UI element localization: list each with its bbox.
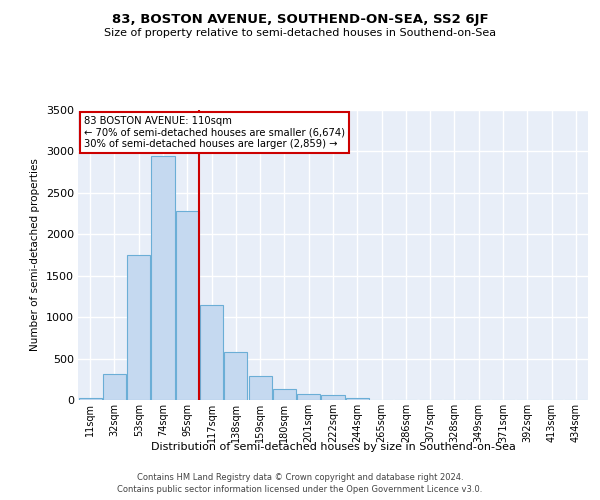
Bar bbox=[224, 352, 247, 400]
Text: Size of property relative to semi-detached houses in Southend-on-Sea: Size of property relative to semi-detach… bbox=[104, 28, 496, 38]
Y-axis label: Number of semi-detached properties: Number of semi-detached properties bbox=[30, 158, 40, 352]
Text: 83 BOSTON AVENUE: 110sqm
← 70% of semi-detached houses are smaller (6,674)
30% o: 83 BOSTON AVENUE: 110sqm ← 70% of semi-d… bbox=[83, 116, 344, 149]
Bar bbox=[127, 255, 150, 400]
Text: Distribution of semi-detached houses by size in Southend-on-Sea: Distribution of semi-detached houses by … bbox=[151, 442, 515, 452]
Bar bbox=[151, 156, 175, 400]
Text: 83, BOSTON AVENUE, SOUTHEND-ON-SEA, SS2 6JF: 83, BOSTON AVENUE, SOUTHEND-ON-SEA, SS2 … bbox=[112, 12, 488, 26]
Text: Contains HM Land Registry data © Crown copyright and database right 2024.: Contains HM Land Registry data © Crown c… bbox=[137, 472, 463, 482]
Bar bbox=[176, 211, 199, 400]
Bar bbox=[297, 394, 320, 400]
Bar bbox=[103, 374, 126, 400]
Bar bbox=[273, 389, 296, 400]
Bar bbox=[248, 376, 272, 400]
Bar bbox=[200, 304, 223, 400]
Bar bbox=[346, 398, 369, 400]
Text: Contains public sector information licensed under the Open Government Licence v3: Contains public sector information licen… bbox=[118, 485, 482, 494]
Bar bbox=[322, 396, 344, 400]
Bar bbox=[79, 398, 101, 400]
